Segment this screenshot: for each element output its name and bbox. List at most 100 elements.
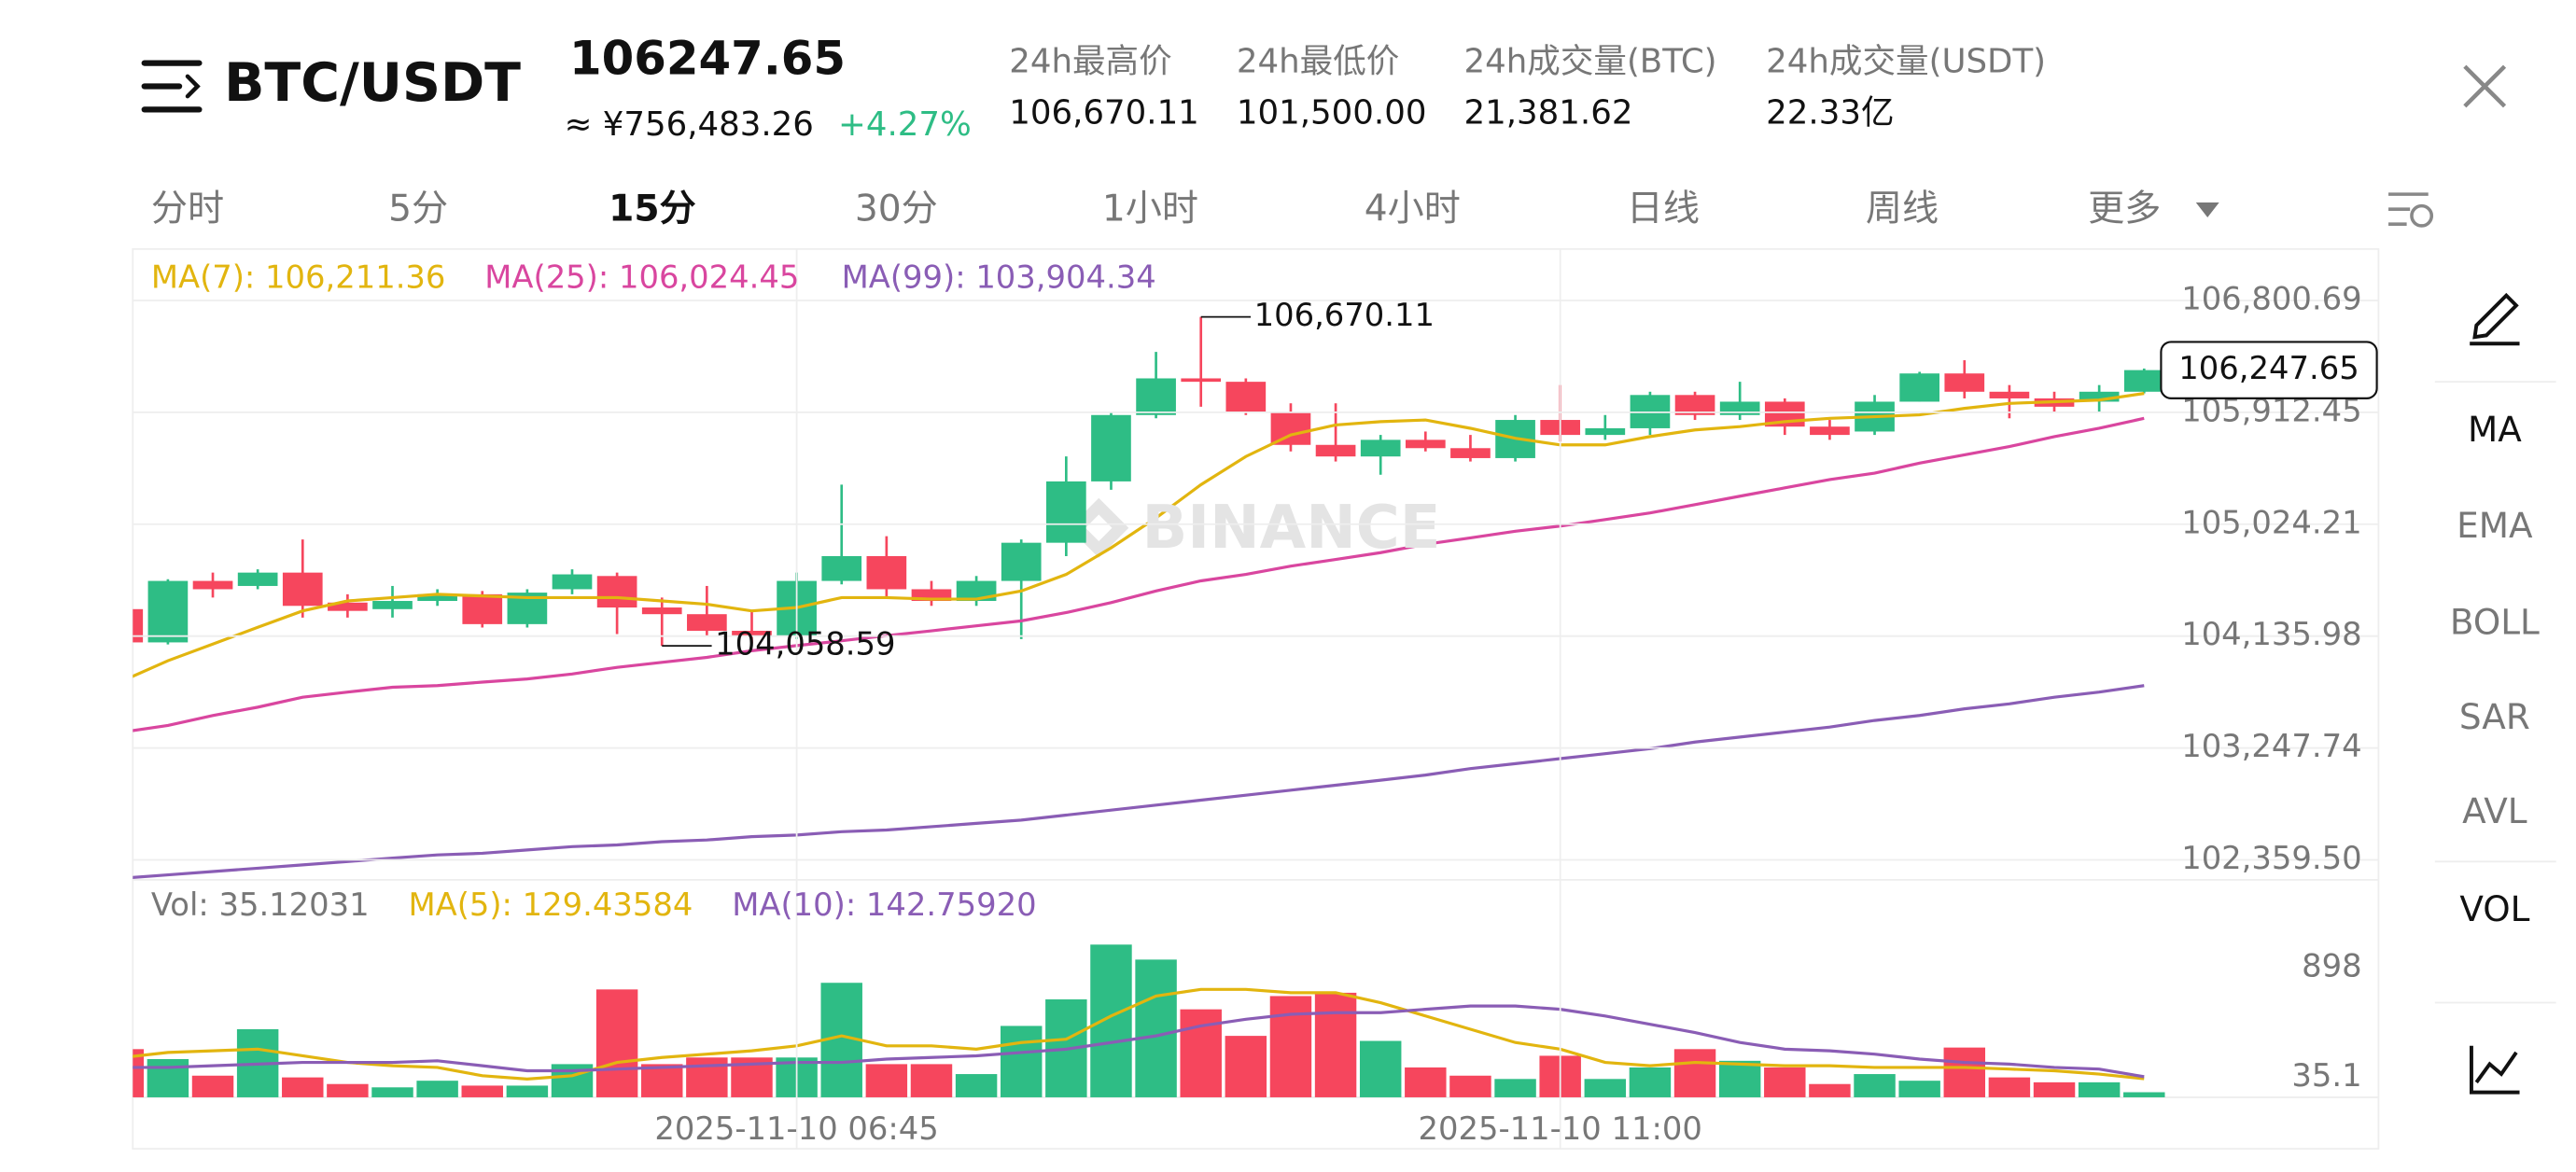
x-tick-label: 2025-11-10 06:45	[654, 1110, 938, 1147]
candle-body	[1810, 426, 1850, 436]
timeframe-tab[interactable]: 日线	[1627, 188, 1700, 230]
y-tick-label: 103,247.74	[2181, 728, 2361, 764]
volume-bar	[133, 1049, 145, 1097]
volume-bar	[1000, 1026, 1043, 1097]
ma-line	[133, 1004, 2145, 1079]
last-price-label: 106,247.65	[2178, 350, 2359, 386]
volume-bar	[1090, 944, 1132, 1097]
indicator-option[interactable]: MA	[2468, 409, 2522, 450]
volume-title: Vol: 35.12031	[151, 886, 370, 923]
volume-bar	[1673, 1049, 1716, 1097]
candle-body	[1136, 378, 1176, 415]
close-button[interactable]	[2463, 64, 2507, 108]
candle-body	[1181, 378, 1222, 383]
price-change: +4.27%	[838, 105, 972, 144]
candle-body	[417, 593, 457, 602]
timeframe-tab[interactable]: 1小时	[1102, 188, 1198, 230]
volume-bar	[1494, 1079, 1536, 1097]
annotation-label: 104,058.59	[715, 626, 895, 663]
candle-body	[866, 555, 907, 590]
indicator-option[interactable]: SAR	[2459, 696, 2530, 737]
volume-bar	[865, 1064, 908, 1097]
volume-bar	[1359, 1040, 1402, 1097]
timeframe-tab[interactable]: 4小时	[1365, 188, 1461, 230]
candle-body	[1989, 391, 2030, 398]
timeframe-tab[interactable]: 周线	[1866, 188, 1939, 230]
ma-line	[133, 684, 2145, 879]
volume-bar	[147, 1058, 189, 1097]
candle-body	[1944, 373, 1985, 392]
candle-body	[552, 574, 593, 590]
volume-bar	[1718, 1060, 1761, 1097]
candle-body	[2123, 370, 2164, 392]
candle-body	[192, 580, 233, 590]
candle-body	[1315, 444, 1356, 457]
stat-label: 24h成交量(BTC)	[1464, 43, 1717, 81]
volume-bar	[1584, 1079, 1627, 1097]
volume-bar	[1449, 1075, 1491, 1097]
volume-bar	[1405, 1067, 1447, 1097]
indicator-option[interactable]: VOL	[2459, 888, 2529, 929]
dropdown-arrow	[2195, 202, 2219, 218]
candle-body	[687, 614, 727, 632]
watermark: BINANCE	[1142, 494, 1441, 563]
legend-entry: MA(25): 106,024.45	[484, 258, 799, 295]
volume-bar	[371, 1087, 413, 1097]
candle-body	[282, 572, 323, 607]
volume-bar	[1269, 996, 1312, 1097]
volume-bar	[2033, 1081, 2076, 1097]
timeframe-tab[interactable]: 分时	[151, 188, 224, 230]
timeframe-tab[interactable]: 5分	[388, 188, 448, 230]
volume-bar	[595, 989, 638, 1097]
y-tick-label: 898	[2302, 948, 2361, 984]
volume-bar	[1854, 1074, 1896, 1097]
legend-entry: MA(10): 142.75920	[732, 886, 1036, 923]
candle-body	[1899, 373, 1940, 402]
candle-body	[328, 602, 368, 611]
timeframe-tab[interactable]: 更多	[2088, 188, 2161, 230]
volume-bar	[1898, 1081, 1940, 1097]
y-tick-label: 106,800.69	[2181, 280, 2361, 316]
timeframe-tab[interactable]: 15分	[609, 188, 696, 230]
volume-bar	[416, 1081, 458, 1097]
candle-body	[1091, 414, 1131, 481]
y-tick-label: 35.1	[2291, 1057, 2361, 1094]
y-tick-label: 105,024.21	[2181, 504, 2361, 540]
indicator-option[interactable]: AVL	[2462, 790, 2527, 831]
candle-body	[1674, 395, 1715, 415]
indicator-option[interactable]: BOLL	[2450, 601, 2540, 642]
volume-bar	[2078, 1081, 2121, 1097]
timeframe-tab[interactable]: 30分	[855, 188, 938, 230]
volume-bar	[1943, 1047, 1986, 1097]
candle-body	[1225, 382, 1267, 412]
draw-tool-icon[interactable]	[2470, 292, 2520, 346]
volume-bar	[1314, 992, 1357, 1097]
volume-bar	[1629, 1067, 1672, 1097]
volume-bar	[461, 1085, 503, 1097]
volume-bar	[686, 1057, 728, 1097]
stat-label: 24h成交量(USDT)	[1766, 43, 2046, 81]
chart-settings-icon[interactable]	[2470, 1045, 2520, 1095]
ma-line	[133, 987, 2145, 1081]
legend-entry: MA(5): 129.43584	[408, 886, 693, 923]
annotation-label: 106,670.11	[1254, 297, 1435, 333]
filter-icon[interactable]	[2388, 192, 2434, 228]
candle-body	[462, 593, 503, 624]
last-price: 106247.65	[569, 31, 846, 85]
menu-icon[interactable]	[141, 60, 203, 113]
indicator-option[interactable]: EMA	[2457, 505, 2533, 546]
candle-body	[732, 631, 772, 636]
stat-label: 24h最高价	[1009, 43, 1171, 81]
legend-entry: MA(7): 106,211.36	[151, 258, 446, 295]
candle-body	[372, 601, 413, 609]
candle-body	[1270, 412, 1311, 445]
candle-body	[821, 555, 862, 581]
plot-area	[133, 316, 2165, 1097]
volume-bar	[282, 1077, 324, 1097]
y-tick-label: 104,135.98	[2181, 616, 2361, 652]
volume-bar	[191, 1075, 234, 1097]
stat-value: 101,500.00	[1237, 94, 1427, 133]
candle-body	[1450, 448, 1491, 458]
stat-value: 106,670.11	[1009, 94, 1199, 133]
